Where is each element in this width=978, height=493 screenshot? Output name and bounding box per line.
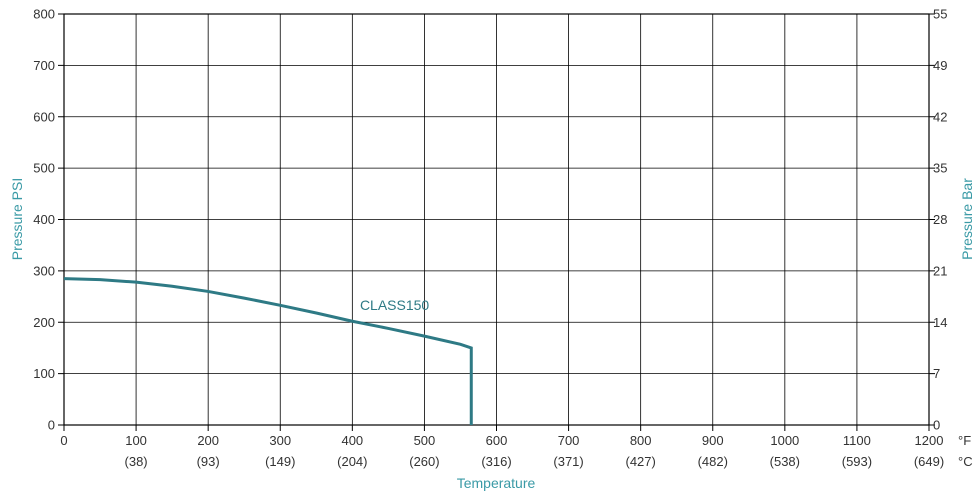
x-tick-label-fahrenheit: 300 [269, 433, 291, 448]
y-right-tick-label: 14 [933, 315, 947, 330]
y-left-tick-label: 600 [33, 109, 55, 124]
y-left-tick-label: 400 [33, 212, 55, 227]
x-tick-label-celsius: (482) [698, 454, 728, 469]
x-tick-label-fahrenheit: 900 [702, 433, 724, 448]
y-axis-right-title: Pressure Bar [959, 178, 975, 260]
x-tick-label-fahrenheit: 400 [341, 433, 363, 448]
y-right-tick-label: 35 [933, 161, 947, 176]
y-left-tick-label: 700 [33, 58, 55, 73]
y-left-tick-label: 300 [33, 263, 55, 278]
y-left-tick-label: 100 [33, 366, 55, 381]
y-right-tick-label: 28 [933, 212, 947, 227]
y-right-tick-label: 42 [933, 109, 947, 124]
x-tick-label-fahrenheit: 1100 [843, 433, 871, 448]
y-right-tick-label: 21 [933, 263, 947, 278]
x-tick-label-celsius: (649) [914, 454, 944, 469]
x-tick-label-fahrenheit: 800 [630, 433, 652, 448]
y-right-tick-label: 49 [933, 58, 947, 73]
x-unit-fahrenheit: °F [958, 433, 971, 448]
y-axis-left-title: Pressure PSI [9, 178, 25, 260]
y-axis-left-ticks: 0 100 200 300 400 500 600 700 800 [33, 7, 64, 433]
x-tick-label-fahrenheit: 100 [125, 433, 147, 448]
x-tick-label-fahrenheit: 1200 [915, 433, 944, 448]
y-right-tick-label: 0 [933, 418, 940, 433]
x-tick-label-fahrenheit: 0 [60, 433, 67, 448]
series-layer: CLASS150 [63, 277, 473, 425]
x-tick-label-fahrenheit: 600 [486, 433, 508, 448]
x-tick-label-fahrenheit: 200 [197, 433, 219, 448]
y-axis-right-ticks: 0 7 14 21 28 35 42 49 55 [929, 7, 947, 433]
x-tick-label-celsius: (149) [265, 454, 295, 469]
x-tick-label-celsius: (593) [842, 454, 872, 469]
x-axis-title: Temperature [457, 475, 536, 491]
x-tick-label-celsius: (538) [770, 454, 800, 469]
x-tick-label-celsius: (371) [553, 454, 583, 469]
x-tick-label-celsius: (260) [409, 454, 439, 469]
x-tick-label-celsius: (93) [197, 454, 220, 469]
x-tick-label-celsius: (427) [625, 454, 655, 469]
x-tick-label-celsius: (38) [125, 454, 148, 469]
grid [63, 13, 930, 426]
y-left-tick-label: 0 [48, 418, 55, 433]
y-right-tick-label: 7 [933, 366, 940, 381]
series-line-class150 [63, 277, 473, 425]
x-unit-celsius: °C [958, 454, 973, 469]
x-tick-label-fahrenheit: 1000 [770, 433, 799, 448]
x-axis-ticks: 0 100 200 300 400 500 600 700 800 900 1000 1100 1200 [60, 425, 943, 448]
y-left-tick-label: 200 [33, 315, 55, 330]
x-tick-label-fahrenheit: 700 [558, 433, 580, 448]
y-right-tick-label: 55 [933, 7, 947, 22]
y-left-tick-label: 800 [33, 7, 55, 22]
series-label-class150: CLASS150 [360, 297, 429, 313]
y-left-tick-label: 500 [33, 161, 55, 176]
x-tick-label-celsius: (204) [337, 454, 367, 469]
x-axis-ticks-celsius: (38) (93) (149) (204) (260) (316) (371) (427) (4… [125, 454, 945, 469]
x-tick-label-fahrenheit: 500 [414, 433, 436, 448]
x-tick-label-celsius: (316) [481, 454, 511, 469]
